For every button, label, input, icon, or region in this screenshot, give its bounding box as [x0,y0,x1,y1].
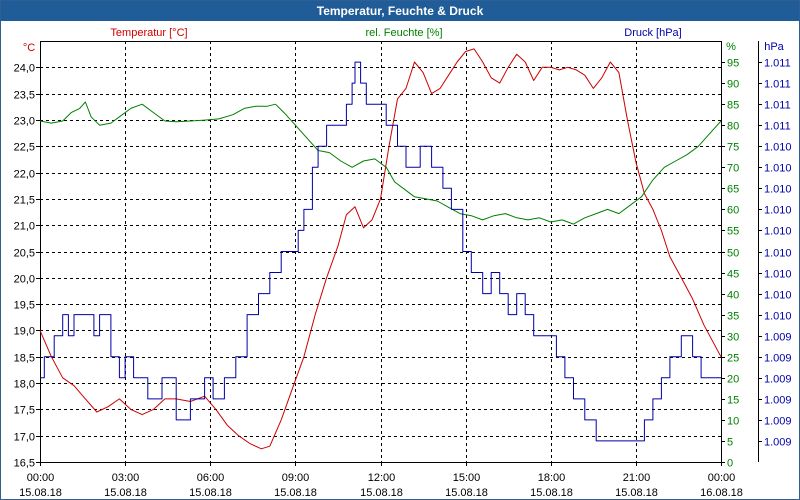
pressure-tick-label: 1.010 [764,248,792,260]
pressure-tick-label: 1.010 [764,269,792,281]
pressure-tick-label: 1.009 [764,332,792,344]
humidity-tick-label: 50 [727,248,739,260]
humidity-tick-label: 85 [727,100,739,112]
humidity-tick-label: 90 [727,79,739,91]
axis-labels: 00:00 15.08.18 03:00 15.08.18 06:00 15.08.18 0… [14,27,792,499]
temperature-tick-label: 22,5 [14,142,35,154]
humidity-tick-label: 40 [727,290,739,302]
chart: 00:00 15.08.18 03:00 15.08.18 06:00 15.08.18 0… [14,27,792,499]
pressure-tick-label: 1.009 [764,437,792,449]
humidity-tick-label: 55 [727,226,739,238]
humidity-tick-label: 95 [727,58,739,70]
x-tick-time: 06:00 [197,472,225,484]
pressure-tick-label: 1.009 [764,416,792,428]
x-tick-date: 15.08.18 [615,487,658,499]
x-tick-time: 00:00 [708,472,736,484]
humidity-tick-label: 65 [727,184,739,196]
x-tick-time: 03:00 [112,472,140,484]
x-tick-date: 16.08.18 [700,487,743,499]
pressure-tick-label: 1.011 [764,100,791,112]
pressure-tick-label: 1.010 [764,226,792,238]
humidity-tick-label: 5 [727,437,733,449]
humidity-tick-label: 30 [727,332,739,344]
x-tick-date: 15.08.18 [530,487,573,499]
pressure-line [40,61,721,442]
temperature-unit: °C [23,42,35,54]
temperature-tick-label: 18,0 [14,379,35,391]
x-tick-time: 12:00 [368,472,396,484]
humidity-line [39,101,722,225]
humidity-tick-label: 75 [727,142,739,154]
temperature-tick-label: 23,5 [14,90,35,102]
pressure-tick-label: 1.011 [764,79,791,91]
pressure-tick-label: 1.010 [764,163,792,175]
pressure-tick-label: 1.010 [764,311,792,323]
humidity-tick-label: 10 [727,416,739,428]
humidity-tick-label: 60 [727,205,739,217]
x-tick-time: 09:00 [282,472,310,484]
x-tick-time: 15:00 [453,472,481,484]
pressure-tick-label: 1.009 [764,374,792,386]
pressure-tick-label: 1.010 [764,184,792,196]
temperature-tick-label: 17,0 [14,432,35,444]
plot-frame [40,41,722,463]
pressure-tick-label: 1.010 [764,142,792,154]
pressure-unit: hPa [764,41,784,53]
window-title: Temperatur, Feuchte & Druck [1,1,799,21]
humidity-tick-label: 20 [727,374,739,386]
x-tick-time: 18:00 [538,472,566,484]
humidity-tick-label: 45 [727,269,739,281]
x-tick-date: 15.08.18 [189,487,232,499]
pressure-tick-label: 1.011 [764,121,791,133]
temperature-tick-label: 20,0 [14,274,35,286]
humidity-axis-title: rel. Feuchte [%] [365,27,442,39]
x-tick-date: 15.08.18 [274,487,317,499]
temperature-tick-label: 21,5 [14,195,35,207]
humidity-tick-label: 70 [727,163,739,175]
x-tick-time: 00:00 [27,472,55,484]
pressure-axis-title: Druck [hPa] [624,27,681,39]
temperature-tick-label: 24,0 [14,63,35,75]
temperature-tick-label: 20,5 [14,248,35,260]
temperature-line [39,48,722,450]
pressure-tick-label: 1.009 [764,353,792,365]
temperature-tick-label: 19,5 [14,300,35,312]
pressure-tick-label: 1.009 [764,395,792,407]
pressure-tick-label: 1.010 [764,290,792,302]
temperature-tick-label: 18,5 [14,353,35,365]
x-tick-time: 21:00 [623,472,651,484]
humidity-tick-label: 35 [727,311,739,323]
temperature-tick-label: 23,0 [14,116,35,128]
humidity-tick-label: 15 [727,395,739,407]
temperature-axis-title: Temperatur [°C] [110,27,187,39]
pressure-tick-label: 1.010 [764,205,792,217]
x-tick-date: 15.08.18 [19,487,62,499]
humidity-tick-label: 0 [727,458,733,470]
x-tick-date: 15.08.18 [445,487,488,499]
humidity-tick-label: 80 [727,121,739,133]
temperature-tick-label: 21,0 [14,221,35,233]
x-tick-date: 15.08.18 [104,487,147,499]
humidity-tick-label: 25 [727,353,739,365]
grid-lines [40,41,721,463]
temperature-tick-label: 22,0 [14,169,35,181]
temperature-tick-label: 17,5 [14,405,35,417]
humidity-unit: % [726,41,736,53]
temperature-tick-label: 16,5 [14,458,35,470]
data-series [39,48,722,450]
x-tick-date: 15.08.18 [360,487,403,499]
axes [36,41,762,466]
pressure-tick-label: 1.011 [764,58,791,70]
temperature-tick-label: 19,0 [14,326,35,338]
